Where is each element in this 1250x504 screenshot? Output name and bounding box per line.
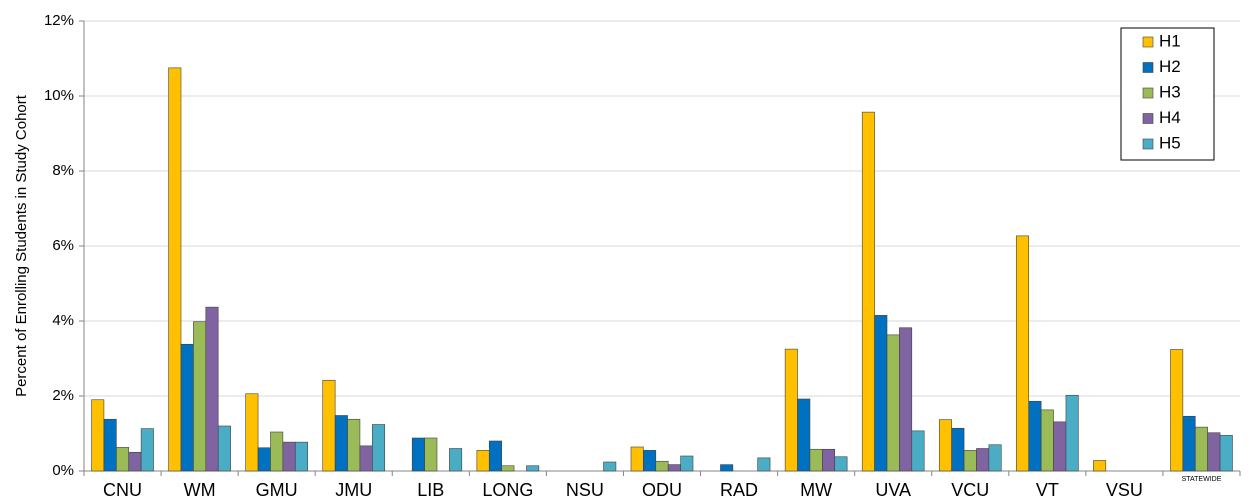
bar — [1194, 426, 1208, 472]
bar — [91, 399, 105, 472]
bar — [1207, 432, 1221, 472]
bar — [168, 67, 182, 472]
bar — [411, 437, 425, 472]
y-tick-label: 2% — [52, 387, 74, 404]
y-tick-label: 4% — [52, 312, 74, 329]
bar — [630, 446, 644, 472]
bar — [526, 465, 540, 472]
bar — [861, 111, 875, 472]
bar — [757, 457, 771, 472]
bar — [951, 427, 965, 472]
bar — [217, 425, 231, 472]
legend-label: H3 — [1159, 82, 1181, 101]
bar — [449, 448, 463, 472]
x-tick-label: UVA — [875, 480, 911, 500]
bar — [874, 315, 888, 472]
bar — [476, 450, 490, 472]
bar — [1053, 421, 1067, 472]
bar — [140, 428, 154, 472]
bar — [834, 456, 848, 472]
bar — [205, 306, 219, 472]
bar — [128, 451, 142, 472]
y-tick-label: 12% — [44, 12, 74, 29]
bar — [424, 437, 438, 472]
x-tick-label: VT — [1036, 480, 1059, 500]
y-tick-label: 6% — [52, 237, 74, 254]
bar — [988, 444, 1002, 472]
bar — [1040, 409, 1054, 472]
bar — [899, 327, 913, 472]
bar — [1170, 349, 1184, 472]
bar — [1016, 235, 1030, 472]
bar — [257, 447, 271, 472]
bar — [282, 441, 296, 472]
y-tick-label: 8% — [52, 162, 74, 179]
legend-label: H2 — [1159, 57, 1181, 76]
legend-swatch — [1142, 87, 1154, 99]
legend-swatch — [1142, 36, 1154, 48]
x-tick-label: ODU — [642, 480, 682, 500]
bar — [1093, 460, 1107, 472]
legend-swatch — [1142, 138, 1154, 150]
bar — [488, 440, 502, 472]
x-tick-label: GMU — [256, 480, 298, 500]
bar — [1065, 394, 1079, 472]
x-tick-label: CNU — [103, 480, 142, 500]
bar — [116, 447, 130, 472]
x-tick-label: RAD — [720, 480, 758, 500]
x-tick-label: NSU — [566, 480, 604, 500]
bar — [245, 393, 259, 472]
bar — [797, 398, 811, 472]
bar — [976, 448, 990, 472]
bar — [322, 379, 336, 472]
x-tick-label: VCU — [951, 480, 989, 500]
legend-label: H1 — [1159, 31, 1181, 50]
y-axis-label: Percent of Enrolling Students in Study C… — [13, 94, 30, 397]
bar — [193, 321, 207, 472]
bar — [911, 430, 925, 472]
bar — [963, 450, 977, 472]
bar — [886, 334, 900, 472]
legend-swatch — [1142, 62, 1154, 73]
bar — [822, 448, 836, 472]
legend-label: H5 — [1159, 133, 1181, 152]
x-tick-label: JMU — [335, 480, 372, 500]
bar — [372, 424, 386, 472]
bar — [809, 448, 823, 472]
bar — [1219, 435, 1233, 472]
y-tick-label: 10% — [44, 87, 74, 104]
bar — [334, 415, 348, 472]
x-tick-label: LIB — [417, 480, 444, 500]
bar — [603, 461, 617, 472]
bar — [501, 465, 515, 472]
bar — [180, 343, 194, 472]
x-tick-label: LONG — [482, 480, 533, 500]
y-tick-label: 0% — [52, 462, 74, 479]
bar — [294, 441, 308, 472]
x-tick-label: STATEWIDE — [1182, 476, 1222, 483]
bar — [655, 460, 669, 472]
bar — [720, 464, 734, 472]
x-tick-label: MW — [800, 480, 832, 500]
legend-swatch — [1142, 113, 1154, 124]
bar — [1028, 400, 1042, 472]
bar — [1182, 415, 1196, 472]
legend-box — [1120, 27, 1215, 161]
bar — [667, 464, 681, 472]
bar — [680, 455, 694, 472]
bar — [270, 431, 284, 472]
bar — [347, 418, 361, 472]
bar — [359, 445, 373, 472]
legend-label: H4 — [1159, 108, 1181, 127]
bar — [103, 418, 117, 472]
bar — [784, 348, 798, 472]
x-tick-label: VSU — [1106, 480, 1143, 500]
bar — [938, 419, 952, 472]
x-tick-label: WM — [184, 480, 216, 500]
bar — [643, 450, 657, 472]
